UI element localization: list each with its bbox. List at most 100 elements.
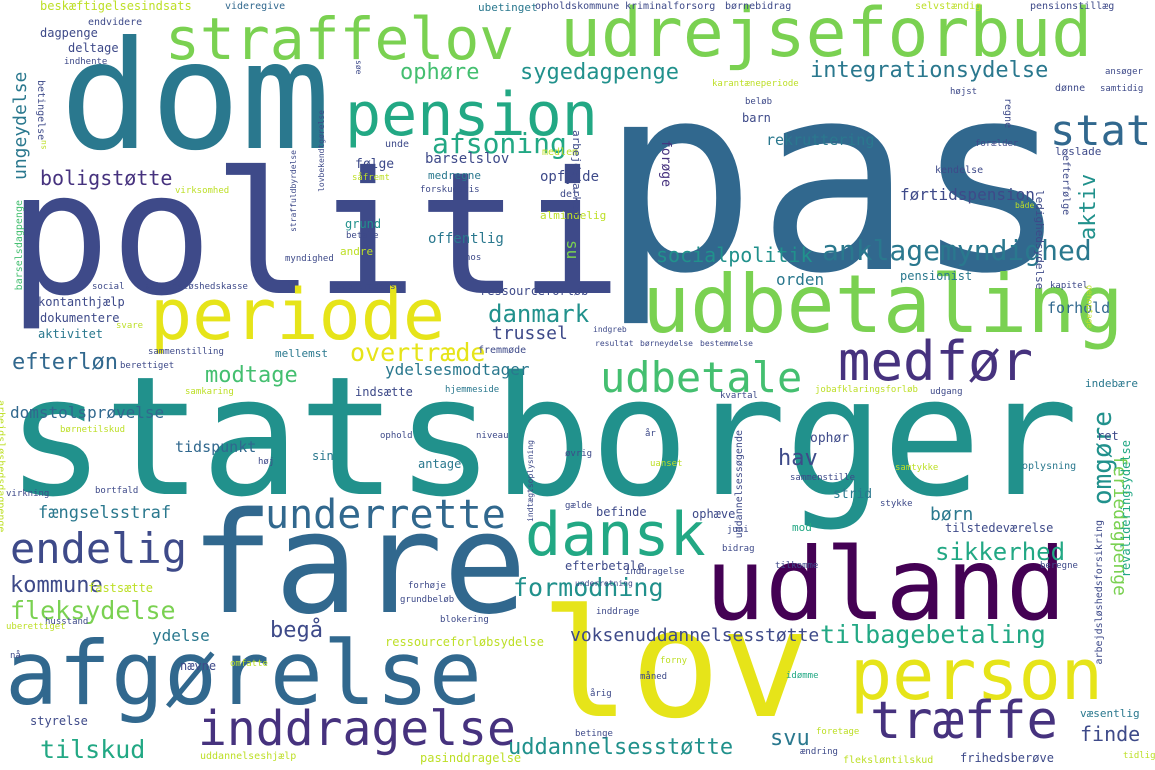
word-revalideringsydelse: revalideringsydelse <box>1119 440 1133 578</box>
word-grundbelob: grundbeløb <box>400 595 455 605</box>
word-anklagemyndighed: anklagemyndighed <box>822 234 1092 267</box>
word-tilbagebetaling: tilbagebetaling <box>820 620 1046 649</box>
word-efterlon: efterløn <box>12 350 118 375</box>
word-svare: svare <box>116 321 144 331</box>
word-beskaeftigelsesindsats: beskæftigelsesindsats <box>40 0 192 13</box>
word-ovrig: øvrig <box>565 449 593 459</box>
word-udbetale: udbetale <box>600 353 803 402</box>
word-karantaeneperiode: karantæneperiode <box>712 79 799 89</box>
word-forøge: forøge <box>658 140 673 187</box>
word-safremt: såfremt <box>352 173 390 183</box>
word-strid: strid <box>833 487 873 502</box>
word-samtidig: samtidig <box>1100 84 1144 94</box>
word-endvidere: endvidere <box>88 17 143 28</box>
word-medfor: medfør <box>838 330 1034 393</box>
word-save2: su <box>39 140 48 150</box>
word-arig: årig <box>590 689 612 699</box>
word-pasinddragelse: pasinddragelse <box>420 751 522 765</box>
word-dom: dom <box>60 10 331 184</box>
word-tilkomme: tilkomme <box>775 561 819 571</box>
word-pensionstillaeg: pensionstillæg <box>1030 1 1115 12</box>
word-rekruttering: rekruttering <box>766 131 875 149</box>
word-kriminalforsorg: kriminalforsorg <box>625 1 716 12</box>
word-pas: pas <box>600 29 1070 331</box>
word-ledighedsydelse: ledighedsydelse <box>1033 190 1046 290</box>
word-tilstedevaerelse: tilstedeværelse <box>945 521 1054 535</box>
word-regne: regne <box>1002 98 1013 129</box>
word-husstand: husstand <box>45 617 89 627</box>
word-trussel: trussel <box>492 323 568 344</box>
word-traeffe: træffe <box>870 691 1058 751</box>
word-uddannelsesstotte: uddannelsesstøtte <box>508 735 734 760</box>
word-inddragelse: inddragelse <box>198 701 516 757</box>
word-idomme: idømme <box>786 671 819 681</box>
word-indsaette: indsætte <box>355 385 413 399</box>
word-samtykke: samtykke <box>895 463 939 473</box>
word-socialpolitik: socialpolitik <box>656 243 813 267</box>
word-niveau: niveau <box>476 431 509 441</box>
word-underrette: underrette <box>265 492 506 538</box>
word-genoptage: genoptage <box>1085 285 1094 329</box>
word-opfylde: opfylde <box>540 169 600 185</box>
word-juni: juni <box>727 525 749 535</box>
word-oplysning: oplysning <box>1022 461 1077 472</box>
word-unde: unde <box>385 139 410 150</box>
word-kommune: kommune <box>10 573 103 598</box>
word-sygedagpenge: sygedagpenge <box>520 60 679 85</box>
word-afgorelse: afgørelse <box>5 622 482 725</box>
word-aar: år <box>645 429 656 439</box>
word-medlem: medlem <box>542 147 579 158</box>
word-aktiv: aktiv <box>1076 173 1101 240</box>
word-frenmode: fremmøde <box>478 345 527 356</box>
word-selvstaendig: selvstændig <box>915 1 982 12</box>
word-virksomhed: virksomhed <box>175 186 230 196</box>
word-hjemmeside: hjemmeside <box>445 385 500 395</box>
word-inddrage: inddrage <box>596 607 640 617</box>
word-indebaere: indebære <box>1085 377 1138 390</box>
word-barselsdagpenge: barselsdagpenge <box>14 200 25 291</box>
word-stykke: stykke <box>880 499 913 509</box>
word-del: del <box>560 189 579 200</box>
word-uddannelseshjaelp: uddannelseshjælp <box>200 751 297 762</box>
word-overtraede: overtræde <box>350 338 486 367</box>
word-person: person <box>850 634 1103 716</box>
word-fastsaette: fastsætte <box>88 581 154 595</box>
word-andring: ændring <box>800 747 838 757</box>
word-fleksydelse: fleksydelse <box>10 596 176 625</box>
word-belob: beløb <box>745 97 773 107</box>
word-stat: stat <box>1050 106 1152 155</box>
word-udrejseforbud: udrejseforbud <box>560 0 1093 73</box>
word-borneydelse: børneydelse <box>640 339 693 348</box>
word-pensionist: pensionist <box>900 269 973 283</box>
word-frihedsberove: frihedsberøve <box>960 751 1054 765</box>
word-barn: barn <box>742 111 771 125</box>
word-dagpenge: dagpenge <box>40 26 98 40</box>
word-su: su <box>563 240 582 260</box>
word-pension: pension <box>345 80 598 150</box>
word-bestemmelse: bestemmelse <box>700 339 753 348</box>
word-beregne: beregne <box>1040 561 1078 571</box>
word-samkaring: samkaring <box>185 387 234 397</box>
word-vaesentlig: væsentlig <box>1080 707 1140 720</box>
word-ophor: ophør <box>810 431 850 446</box>
word-mellemst: mellemst <box>275 347 328 360</box>
word-mod: mod <box>792 521 812 534</box>
word-hav: hav <box>778 446 818 471</box>
word-befinde: befinde <box>596 505 647 519</box>
word-faengselsstraf: fængselsstraf <box>38 503 172 523</box>
word-endelig: endelig <box>10 524 188 573</box>
word-myndighed: myndighed <box>285 254 334 264</box>
word-kapitel: kapitel <box>1050 281 1088 291</box>
word-gaelde: gælde <box>565 501 593 511</box>
word-tilskud: tilskud <box>40 735 146 764</box>
word-andre: andre <box>340 245 374 258</box>
word-boligstotte: boligstøtte <box>40 166 173 190</box>
word-modtage: modtage <box>205 363 298 388</box>
word-voksenuddannelsesstotte: voksenuddannelsesstøtte <box>570 625 820 646</box>
word-naevne: nævne <box>180 659 217 673</box>
word-dogne: dønne <box>1055 83 1086 94</box>
word-grund: grund <box>345 217 382 231</box>
word-tidlig: tidlig <box>1123 751 1155 761</box>
word-omfatte: omfatte <box>230 659 268 669</box>
word-styrelse: styrelse <box>30 714 88 728</box>
